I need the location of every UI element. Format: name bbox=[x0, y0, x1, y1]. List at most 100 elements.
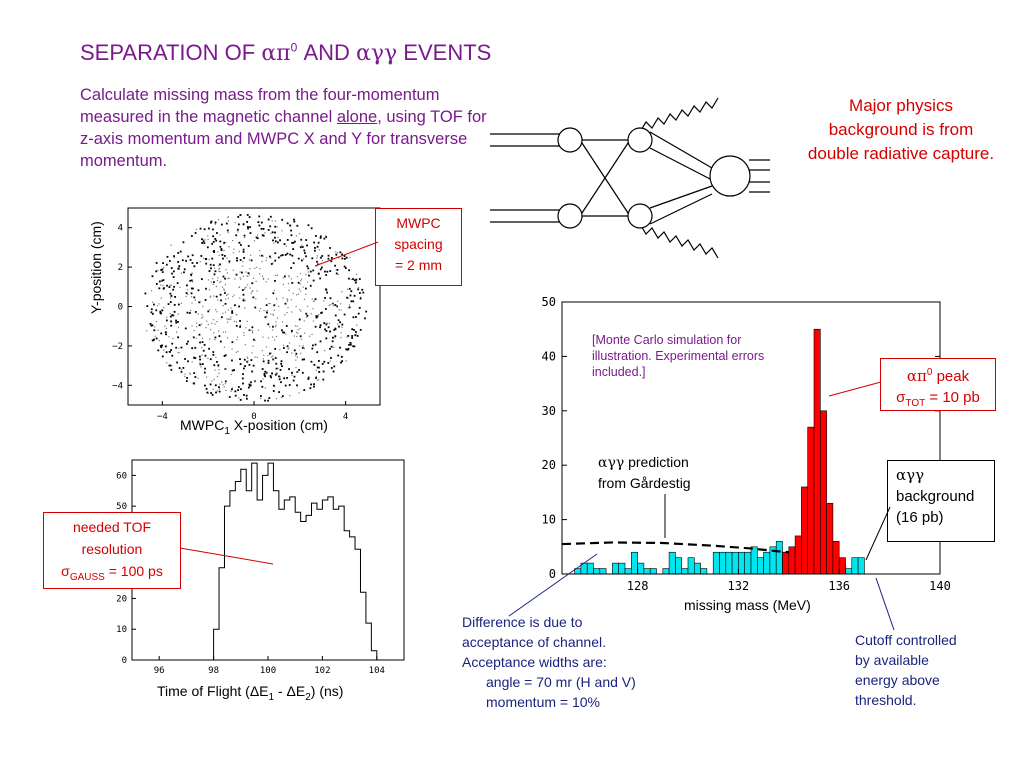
scatter-point bbox=[248, 363, 251, 366]
scatter-point bbox=[256, 234, 259, 236]
scatter-point bbox=[328, 304, 330, 307]
scatter-point bbox=[260, 395, 262, 397]
scatter-point bbox=[321, 259, 324, 262]
scatter-point bbox=[267, 228, 270, 231]
scatter-point bbox=[184, 375, 186, 378]
scatter-point bbox=[341, 257, 344, 260]
scatter-point bbox=[321, 311, 323, 314]
scatter-point bbox=[328, 322, 331, 324]
scatter-point bbox=[180, 302, 183, 304]
scatter-point bbox=[263, 372, 266, 375]
scatter-point bbox=[225, 269, 227, 271]
scatter-point bbox=[243, 237, 246, 239]
scatter-point bbox=[170, 244, 172, 246]
scatter-point bbox=[320, 266, 323, 269]
scatter-point bbox=[301, 371, 304, 374]
scatter-point bbox=[330, 345, 333, 348]
scatter-point bbox=[177, 351, 179, 354]
peak-bar bbox=[794, 535, 802, 575]
scatter-point bbox=[269, 326, 271, 328]
scatter-point bbox=[310, 313, 312, 315]
scatter-point bbox=[189, 279, 192, 282]
scatter-point bbox=[307, 224, 310, 227]
scatter-point bbox=[290, 329, 293, 332]
scatter-point bbox=[312, 344, 314, 347]
major-background-note: Major physics background is from double … bbox=[807, 96, 995, 163]
scatter-point bbox=[226, 318, 228, 320]
scatter-point bbox=[210, 392, 213, 394]
scatter-point bbox=[284, 314, 286, 316]
scatter-point bbox=[225, 368, 227, 370]
scatter-point bbox=[288, 342, 291, 344]
scatter-point bbox=[242, 373, 244, 376]
scatter-point bbox=[251, 291, 253, 293]
scatter-point bbox=[321, 362, 324, 365]
scatter-point bbox=[288, 289, 290, 291]
scatter-point bbox=[290, 278, 292, 280]
scatter-point bbox=[172, 276, 175, 278]
scatter-point bbox=[269, 255, 271, 258]
scatter-point bbox=[305, 293, 307, 296]
scatter-point bbox=[177, 326, 180, 328]
scatter-point bbox=[191, 347, 194, 350]
scatter-point bbox=[199, 261, 201, 263]
scatter-point bbox=[237, 350, 239, 353]
scatter-point bbox=[219, 340, 222, 343]
scatter-point bbox=[280, 360, 283, 363]
scatter-point bbox=[173, 310, 176, 313]
scatter-point bbox=[199, 227, 202, 230]
scatter-point bbox=[272, 358, 275, 361]
scatter-point bbox=[324, 349, 326, 352]
scatter-point bbox=[348, 297, 350, 299]
scatter-point bbox=[292, 248, 295, 251]
background-bar bbox=[719, 551, 727, 575]
scatter-point bbox=[313, 300, 315, 303]
scatter-point bbox=[264, 399, 266, 402]
scatter-point bbox=[203, 242, 206, 244]
scatter-point bbox=[243, 367, 245, 370]
cutoff-pointer bbox=[875, 577, 895, 631]
scatter-point bbox=[297, 371, 299, 373]
scatter-point bbox=[268, 352, 271, 355]
scatter-point bbox=[218, 254, 220, 256]
scatter-point bbox=[168, 336, 170, 338]
scatter-point bbox=[217, 277, 219, 279]
scatter-point bbox=[265, 298, 267, 300]
scatter-point bbox=[221, 286, 224, 288]
tof-series-line bbox=[159, 462, 383, 661]
scatter-point bbox=[212, 319, 215, 321]
scatter-point bbox=[224, 331, 227, 333]
scatter-point bbox=[200, 278, 203, 281]
scatter-point bbox=[327, 254, 330, 257]
scatter-point bbox=[166, 362, 168, 364]
scatter-point bbox=[222, 331, 224, 333]
scatter-point bbox=[299, 283, 302, 285]
scatter-point bbox=[340, 336, 342, 339]
scatter-point bbox=[248, 274, 250, 276]
scatter-point bbox=[247, 272, 250, 275]
scatter-point bbox=[245, 286, 247, 288]
cutoff-note: Cutoff controlled by available energy ab… bbox=[855, 632, 957, 708]
scatter-point bbox=[274, 373, 277, 376]
scatter-point bbox=[274, 240, 277, 243]
scatter-point bbox=[259, 267, 261, 270]
scatter-point bbox=[250, 259, 253, 262]
scatter-point bbox=[206, 391, 209, 394]
scatter-point bbox=[199, 363, 202, 366]
scatter-point bbox=[252, 290, 254, 292]
scatter-point bbox=[249, 384, 251, 387]
scatter-point bbox=[225, 222, 228, 225]
scatter-point bbox=[244, 365, 246, 367]
scatter-point bbox=[316, 245, 319, 248]
agg-background-box: αγγ background (16 pb) bbox=[887, 460, 995, 542]
scatter-point bbox=[352, 278, 354, 280]
scatter-point bbox=[218, 267, 221, 270]
scatter-point bbox=[230, 318, 232, 320]
scatter-point bbox=[249, 268, 251, 270]
scatter-point bbox=[201, 314, 203, 316]
scatter-point bbox=[348, 343, 350, 346]
scatter-point bbox=[267, 337, 270, 339]
scatter-point bbox=[263, 374, 266, 377]
scatter-point bbox=[343, 265, 346, 268]
scatter-point bbox=[212, 250, 214, 252]
